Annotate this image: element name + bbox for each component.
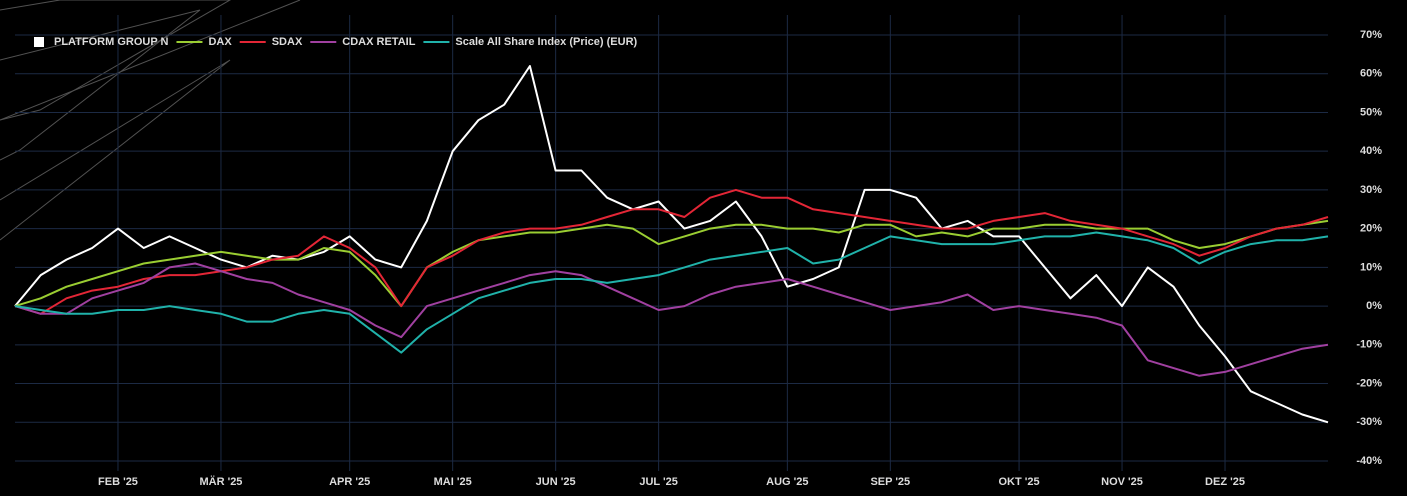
legend-label: Scale All Share Index (Price) (EUR) <box>455 36 637 48</box>
y-tick-label: 10% <box>1360 261 1382 273</box>
y-tick-label: 30% <box>1360 184 1382 196</box>
x-tick-label: FEB '25 <box>98 476 138 488</box>
y-tick-label: -20% <box>1356 377 1382 389</box>
y-tick-label: 40% <box>1360 145 1382 157</box>
y-tick-label: 60% <box>1360 68 1382 80</box>
x-tick-label: MAI '25 <box>434 476 472 488</box>
x-tick-label: AUG '25 <box>766 476 808 488</box>
y-tick-label: -10% <box>1356 339 1382 351</box>
legend-label: SDAX <box>272 36 303 48</box>
y-tick-label: 50% <box>1360 106 1382 118</box>
chart: -40% -30% -20% -10% 0% 10% 20% 30% 40% 50% 60% 70% F… <box>0 0 1407 491</box>
x-tick-label: DEZ '25 <box>1205 476 1245 488</box>
x-tick-label: OKT '25 <box>998 476 1039 488</box>
x-tick-label: SEP '25 <box>870 476 910 488</box>
legend-swatch <box>34 37 44 47</box>
x-tick-label: MÄR '25 <box>199 475 242 488</box>
y-tick-label: 20% <box>1360 223 1382 235</box>
x-tick-label: NOV '25 <box>1101 476 1143 488</box>
legend-label: DAX <box>208 36 232 48</box>
x-tick-label: JUN '25 <box>536 476 576 488</box>
legend-label: CDAX RETAIL <box>342 36 415 48</box>
y-tick-label: 70% <box>1360 29 1382 41</box>
x-tick-label: APR '25 <box>329 476 370 488</box>
legend-label: PLATFORM GROUP N <box>54 36 169 48</box>
y-tick-label: 0% <box>1366 300 1382 312</box>
x-tick-label: JUL '25 <box>639 476 678 488</box>
y-tick-label: -40% <box>1356 455 1382 467</box>
y-tick-label: -30% <box>1356 416 1382 428</box>
